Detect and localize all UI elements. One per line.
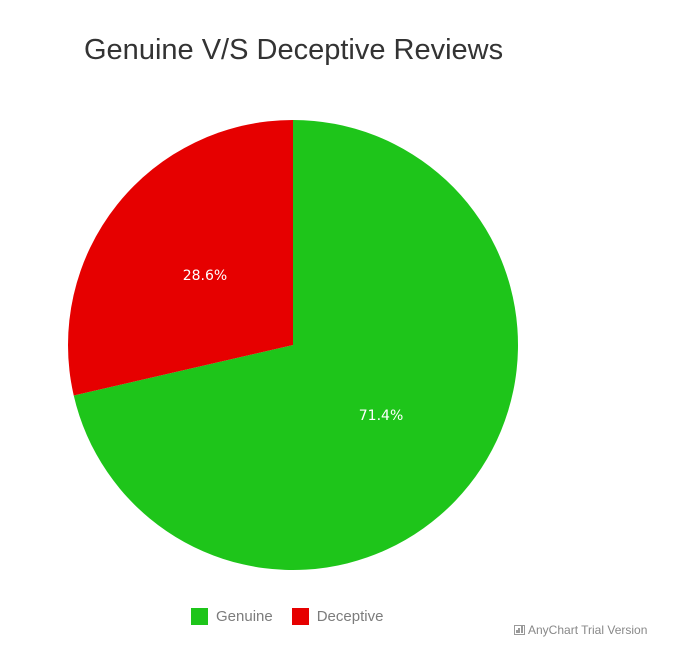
pie-chart: 71.4% 28.6% xyxy=(67,120,519,570)
pie-slices xyxy=(67,120,519,570)
chart-icon xyxy=(514,625,525,635)
legend-item-deceptive[interactable]: Deceptive xyxy=(291,608,384,625)
legend-swatch xyxy=(291,608,309,625)
pie-slice-genuine[interactable] xyxy=(73,120,519,570)
legend: Genuine Deceptive xyxy=(191,608,402,625)
data-label-deceptive: 28.6% xyxy=(183,268,227,284)
data-label-genuine: 71.4% xyxy=(359,408,403,424)
legend-item-genuine[interactable]: Genuine xyxy=(191,608,273,625)
pie-slice-deceptive[interactable] xyxy=(67,120,293,396)
credits-text: AnyChart Trial Version xyxy=(528,623,648,637)
legend-swatch xyxy=(191,608,208,625)
legend-label: Genuine xyxy=(216,608,273,625)
chart-title: Genuine V/S Deceptive Reviews xyxy=(84,34,504,66)
legend-label: Deceptive xyxy=(316,608,384,625)
credits[interactable]: AnyChart Trial Version xyxy=(514,623,647,637)
pie-labels: 71.4% 28.6% xyxy=(183,268,404,424)
